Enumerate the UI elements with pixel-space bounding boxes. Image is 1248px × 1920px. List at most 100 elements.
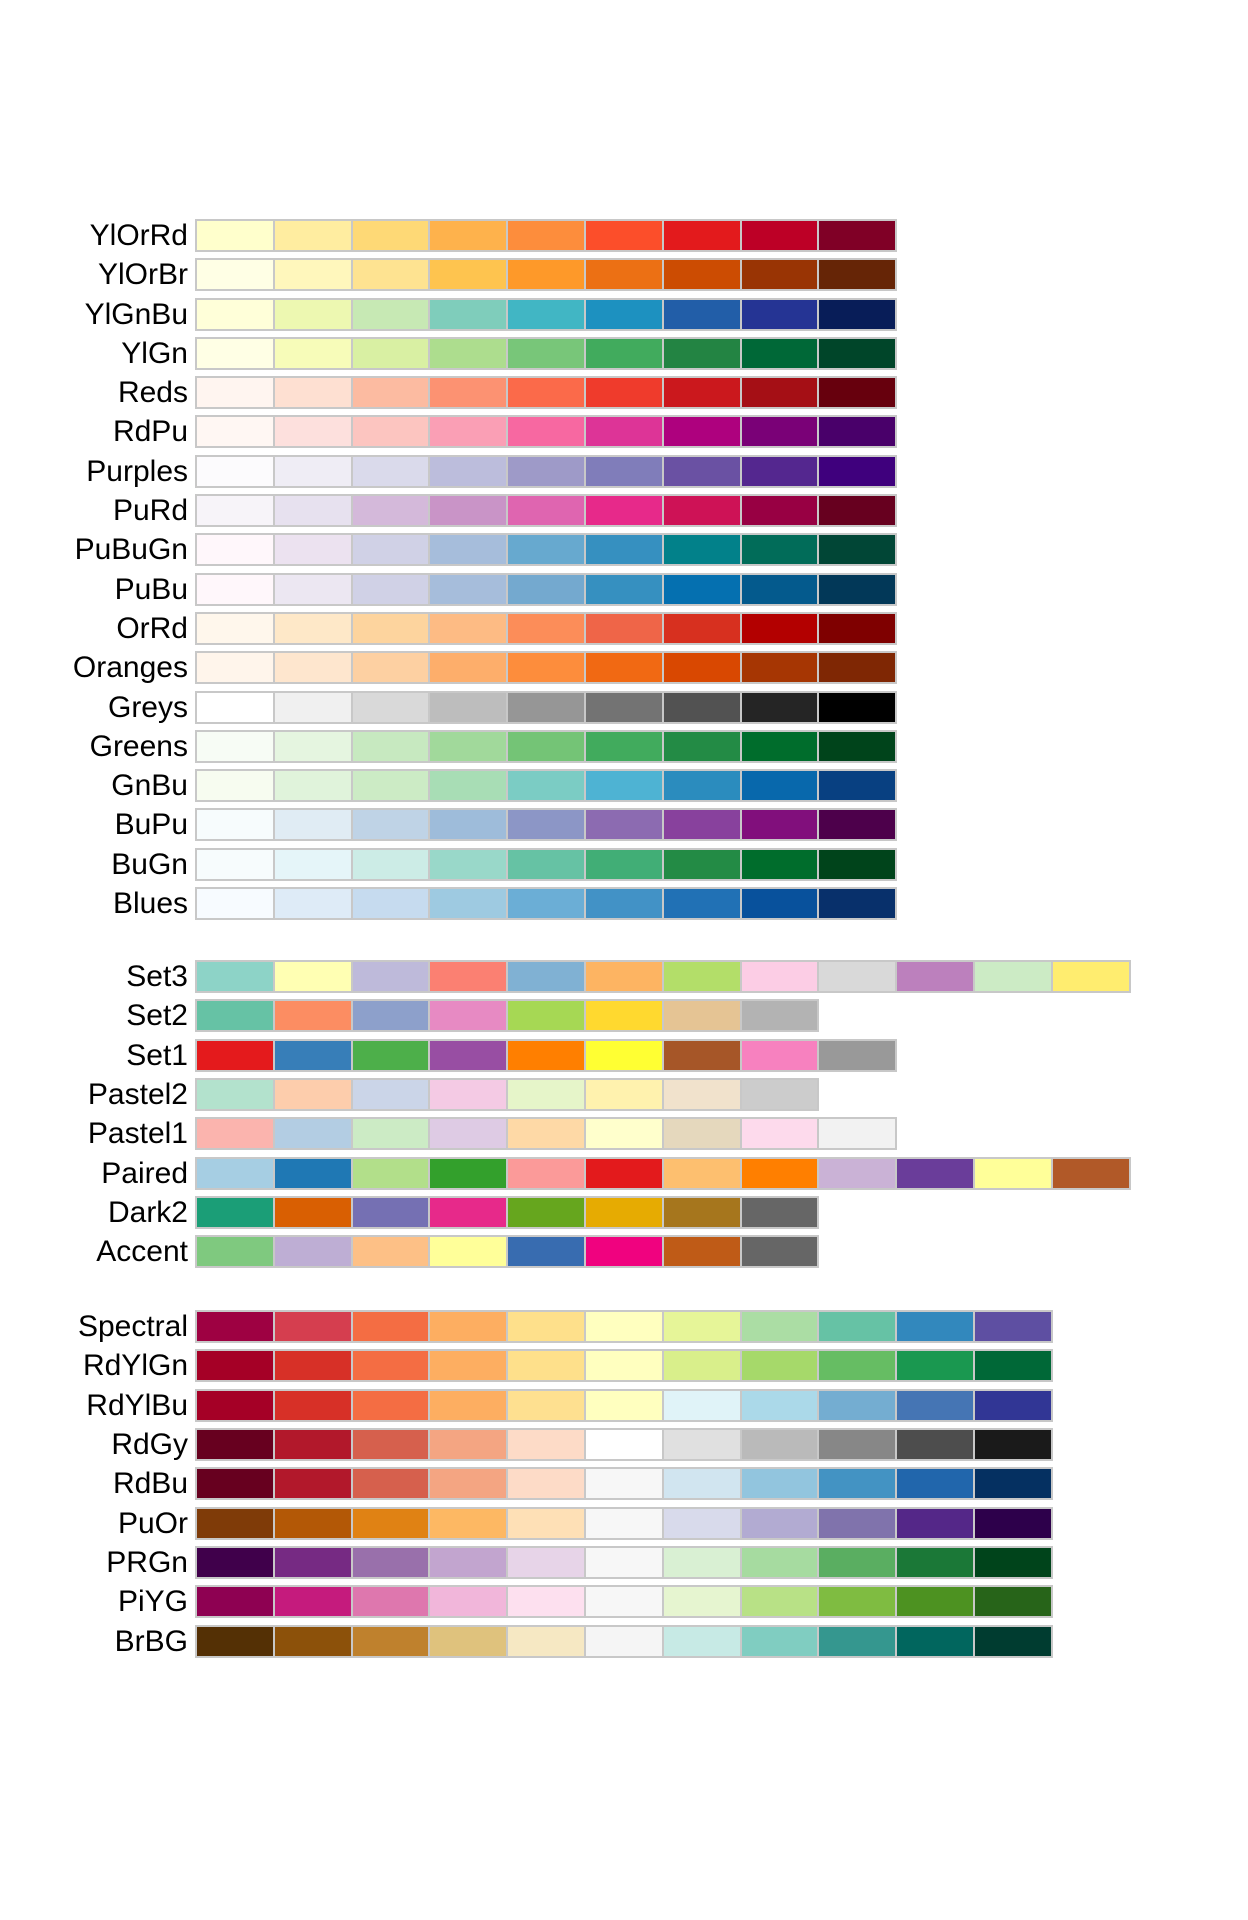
color-swatch — [430, 1508, 507, 1538]
color-swatch — [741, 1119, 818, 1149]
palette-label: GnBu — [111, 769, 188, 803]
color-swatch — [197, 456, 273, 486]
palette-row-set1: Set1 — [0, 1038, 1248, 1072]
palette-row-reds: Reds — [0, 376, 1248, 410]
palette-swatch-strip — [195, 808, 898, 842]
palette-label: PuOr — [117, 1506, 188, 1540]
color-swatch — [274, 849, 351, 879]
color-swatch — [819, 849, 896, 879]
palette-row-puor: PuOr — [0, 1506, 1248, 1540]
color-swatch — [197, 1390, 273, 1420]
color-swatch — [197, 1312, 273, 1342]
palette-row-blues: Blues — [0, 887, 1248, 921]
color-swatch — [663, 378, 740, 408]
color-swatch — [352, 1237, 429, 1267]
color-swatch — [819, 1430, 896, 1460]
palette-swatch-strip — [195, 258, 898, 292]
color-swatch — [508, 1390, 584, 1420]
color-swatch — [352, 221, 429, 250]
palette-swatch-strip — [195, 1117, 898, 1151]
color-swatch — [663, 1197, 740, 1227]
color-swatch — [508, 771, 584, 801]
color-swatch — [274, 1312, 351, 1342]
palette-row-spectral: Spectral — [0, 1310, 1248, 1344]
color-swatch — [352, 692, 429, 722]
color-swatch — [585, 1312, 662, 1342]
color-swatch — [274, 496, 351, 526]
color-swatch — [663, 456, 740, 486]
color-swatch — [819, 1469, 896, 1499]
color-swatch — [274, 417, 351, 447]
palette-row-paired: Paired — [0, 1156, 1248, 1190]
color-swatch — [508, 613, 584, 643]
color-swatch — [663, 496, 740, 526]
color-swatch — [663, 1001, 740, 1031]
color-swatch — [663, 299, 740, 329]
color-swatch — [197, 574, 273, 604]
color-swatch — [663, 1430, 740, 1460]
palette-label: RdGy — [111, 1428, 188, 1462]
color-swatch — [897, 1626, 973, 1656]
color-swatch — [274, 574, 351, 604]
color-swatch — [274, 221, 351, 250]
color-swatch — [197, 1547, 273, 1577]
color-swatch — [197, 1351, 273, 1381]
color-swatch — [819, 338, 896, 368]
palette-swatch-strip — [195, 1388, 1053, 1422]
color-swatch — [197, 771, 273, 801]
color-swatch — [274, 1079, 351, 1109]
color-swatch — [663, 1079, 740, 1109]
color-swatch — [819, 417, 896, 447]
color-swatch — [508, 692, 584, 722]
color-swatch — [352, 338, 429, 368]
color-swatch — [197, 1469, 273, 1499]
color-swatch — [274, 1547, 351, 1577]
color-swatch — [508, 1001, 584, 1031]
palette-swatch-strip — [195, 572, 898, 606]
color-swatch — [508, 1587, 584, 1617]
palette-swatch-strip — [195, 847, 898, 881]
color-swatch — [897, 1351, 973, 1381]
color-swatch — [274, 1469, 351, 1499]
color-swatch — [430, 574, 507, 604]
color-swatch — [430, 692, 507, 722]
color-swatch — [741, 574, 818, 604]
color-swatch — [197, 535, 273, 565]
palette-row-rdylgn: RdYlGn — [0, 1349, 1248, 1383]
color-swatch — [663, 221, 740, 250]
color-swatch — [430, 1312, 507, 1342]
color-swatch — [352, 653, 429, 683]
color-swatch — [663, 1587, 740, 1617]
palette-row-brbg: BrBG — [0, 1624, 1248, 1658]
color-swatch — [508, 574, 584, 604]
color-swatch — [819, 221, 896, 250]
color-swatch — [819, 378, 896, 408]
color-swatch — [197, 889, 273, 919]
palette-swatch-strip — [195, 999, 820, 1033]
color-swatch — [585, 1508, 662, 1538]
color-swatch — [508, 653, 584, 683]
palette-row-pubugn: PuBuGn — [0, 533, 1248, 567]
palette-label: YlGnBu — [84, 297, 188, 331]
color-swatch — [663, 1469, 740, 1499]
color-swatch — [274, 1001, 351, 1031]
color-swatch — [663, 1158, 740, 1188]
color-swatch — [819, 1351, 896, 1381]
color-swatch — [197, 692, 273, 722]
palette-label: Pastel2 — [87, 1077, 188, 1111]
palette-swatch-strip — [195, 1467, 1053, 1501]
palette-row-ylgnbu: YlGnBu — [0, 297, 1248, 331]
palette-swatch-strip — [195, 1585, 1053, 1619]
color-swatch — [430, 1547, 507, 1577]
color-swatch — [352, 456, 429, 486]
color-swatch — [741, 456, 818, 486]
color-swatch — [430, 535, 507, 565]
color-swatch — [663, 338, 740, 368]
color-swatch — [585, 1001, 662, 1031]
color-swatch — [508, 962, 584, 992]
color-swatch — [663, 613, 740, 643]
palette-swatch-strip — [195, 336, 898, 370]
color-swatch — [508, 1237, 584, 1267]
color-swatch — [274, 456, 351, 486]
